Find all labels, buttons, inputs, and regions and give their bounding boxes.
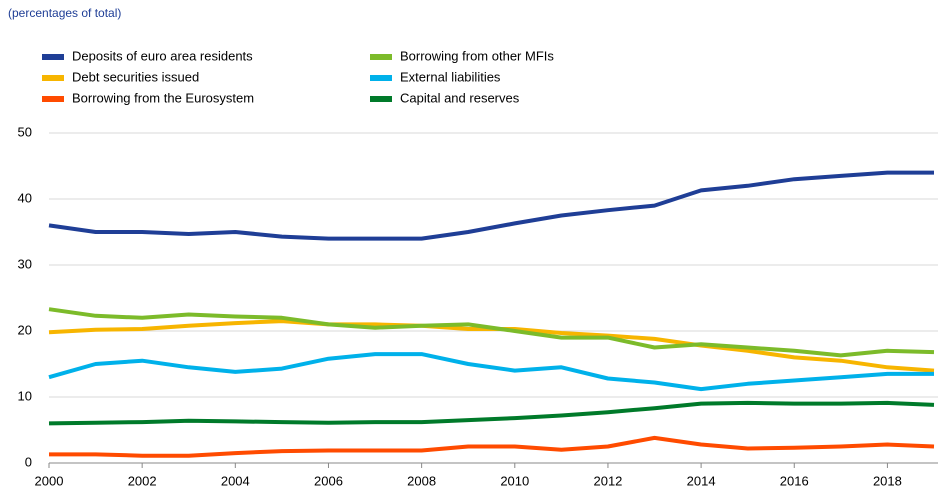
- x-tick-label: 2012: [593, 473, 622, 488]
- legend-label: Debt securities issued: [72, 69, 199, 84]
- x-tick-label: 2002: [128, 473, 157, 488]
- x-tick-label: 2006: [314, 473, 343, 488]
- legend-label: Deposits of euro area residents: [72, 48, 253, 63]
- y-tick-label: 10: [18, 388, 32, 403]
- x-tick-label: 2010: [500, 473, 529, 488]
- series-line: [49, 435, 935, 458]
- legend-label: External liabilities: [400, 69, 501, 84]
- legend-swatch: [370, 96, 392, 102]
- x-tick-label: 2018: [873, 473, 902, 488]
- x-tick-label: 2008: [407, 473, 436, 488]
- x-tick-label: 2000: [35, 473, 64, 488]
- series-line: [48, 400, 935, 426]
- chart-subtitle: (percentages of total): [8, 6, 121, 20]
- legend-swatch: [370, 75, 392, 81]
- x-tick-label: 2014: [687, 473, 716, 488]
- series-line: [48, 352, 934, 392]
- y-tick-label: 20: [18, 322, 32, 337]
- y-tick-label: 50: [18, 124, 32, 139]
- y-tick-label: 30: [18, 256, 32, 271]
- series-line: [48, 170, 934, 241]
- y-tick-label: 0: [25, 454, 32, 469]
- legend-label: Borrowing from other MFIs: [400, 48, 554, 63]
- x-tick-label: 2004: [221, 473, 250, 488]
- legend-label: Capital and reserves: [400, 90, 520, 105]
- legend-swatch: [370, 54, 392, 60]
- legend-swatch: [42, 96, 64, 102]
- legend-swatch: [42, 54, 64, 60]
- y-tick-label: 40: [18, 190, 32, 205]
- legend-label: Borrowing from the Eurosystem: [72, 90, 254, 105]
- legend-swatch: [42, 75, 64, 81]
- x-tick-label: 2016: [780, 473, 809, 488]
- series-line: [48, 307, 935, 358]
